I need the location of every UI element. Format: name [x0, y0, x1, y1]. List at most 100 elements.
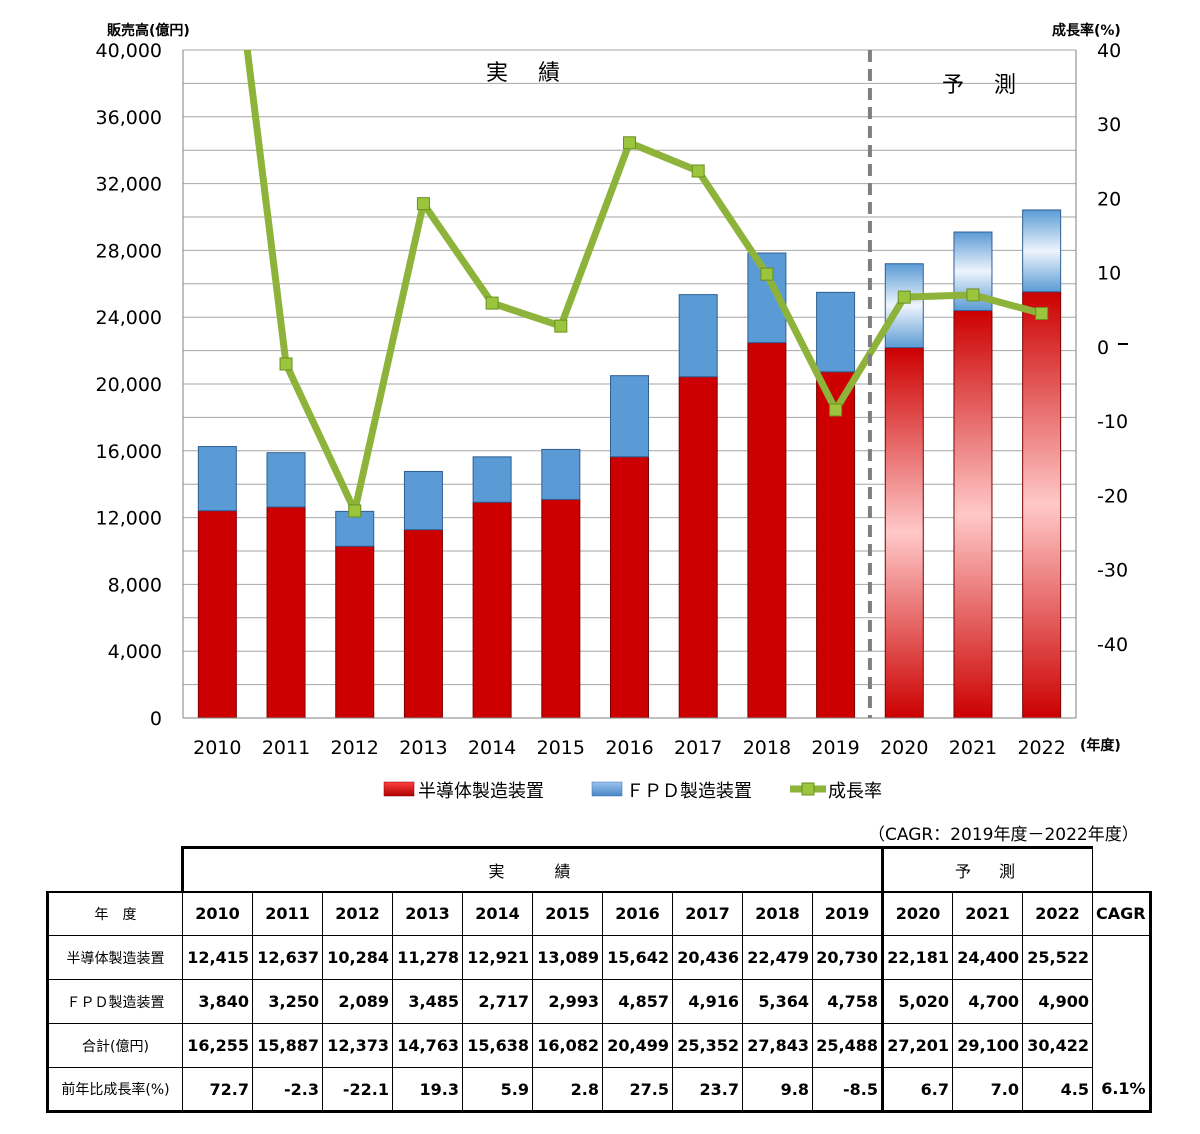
- left-axis-title: 販売高(億円): [107, 22, 190, 39]
- axes: 40,000 36,000 32,000 28,000 24,000 20,000 16,0…: [96, 40, 1129, 759]
- cagr-note: （CAGR：2019年度－2022年度）: [868, 825, 1139, 845]
- table-cell: 27.5: [602, 1067, 673, 1113]
- x-tick-2011: 2011: [262, 737, 310, 759]
- table-cell: 4.5: [1022, 1067, 1093, 1113]
- table-cell: 5,364: [742, 979, 813, 1024]
- table-row-label: 半導体製造装置: [46, 935, 183, 980]
- growth-line: [243, 50, 1049, 518]
- table-cagr-empty: [1092, 935, 1152, 980]
- growth-point-2017: [691, 164, 705, 178]
- table-cagr-value: 6.1%: [1092, 1067, 1152, 1113]
- bar-semiconductor-2014: [472, 501, 512, 719]
- table-cell: 72.7: [182, 1067, 253, 1113]
- table-cell: 12,415: [182, 935, 253, 980]
- growth-point-2021: [966, 288, 980, 302]
- table-cell: 15,642: [602, 935, 673, 980]
- legend: 半導体製造装置 ＦＰＤ製造装置 成長率: [383, 781, 882, 802]
- left-tick-label: 32,000: [96, 174, 162, 196]
- table-cell: 20,436: [672, 935, 743, 980]
- growth-point-2019: [829, 403, 843, 417]
- bar-semiconductor-2019: [816, 371, 856, 719]
- bar-semiconductor-2016: [610, 456, 649, 719]
- bar-semiconductor-2011: [266, 506, 306, 719]
- right-tick-label: -20: [1097, 485, 1128, 507]
- bar-fpd-2011: [266, 452, 306, 508]
- table-cell: 4,916: [672, 979, 743, 1024]
- legend-swatch-semiconductor: [383, 781, 415, 797]
- table-cell: 3,840: [182, 979, 253, 1024]
- bar-fpd-2014: [472, 456, 512, 503]
- table-cell: 2.8: [532, 1067, 603, 1113]
- bar-fpd-2015: [541, 448, 581, 500]
- x-tick-2022: 2022: [1017, 737, 1065, 759]
- growth-point-2015: [554, 319, 568, 333]
- bar-fpd-2013: [403, 470, 443, 531]
- table-cell: 15,638: [462, 1023, 533, 1068]
- bar-semiconductor-2013: [403, 529, 443, 719]
- x-tick-2021: 2021: [949, 737, 997, 759]
- table-cell: 24,400: [952, 935, 1023, 980]
- table-year-2012: 2012: [322, 890, 393, 936]
- data-table: 実 績 予 測 年 度 2010 2011 2012 2013 2014 2015 2016…: [46, 846, 1152, 1113]
- table-cell: 19.3: [392, 1067, 463, 1113]
- x-tick-2010: 2010: [193, 737, 241, 759]
- left-tick-label: 28,000: [96, 240, 162, 262]
- table-cell: 25,488: [812, 1023, 883, 1068]
- growth-point-2016: [623, 136, 636, 150]
- table-cell: 7.0: [952, 1067, 1023, 1113]
- period-forecast-label: 予 測: [942, 73, 1020, 98]
- table-row-label: 合計(億円): [46, 1023, 183, 1068]
- bar-semiconductor-2021: [953, 310, 993, 719]
- table-year-header: 年 度: [46, 890, 183, 936]
- table-cell: 15,887: [252, 1023, 323, 1068]
- table-cell: 23.7: [672, 1067, 743, 1113]
- legend-label-fpd: ＦＰＤ製造装置: [626, 781, 752, 802]
- table-year-2014: 2014: [462, 890, 533, 936]
- bar-semiconductor-2012: [335, 545, 375, 719]
- legend-label-growth: 成長率: [828, 781, 882, 802]
- legend-label-semiconductor: 半導体製造装置: [418, 781, 544, 802]
- x-tick-2015: 2015: [537, 737, 585, 759]
- x-tick-2020: 2020: [880, 737, 928, 759]
- table-cell: -8.5: [812, 1067, 883, 1113]
- table-row-label: ＦＰＤ製造装置: [46, 979, 183, 1024]
- table-cell: 6.7: [881, 1067, 953, 1113]
- table-year-2021: 2021: [952, 890, 1023, 936]
- table-cagr-empty: [1092, 979, 1152, 1024]
- table-cell: 2,717: [462, 979, 533, 1024]
- right-tick-label: 30: [1097, 114, 1121, 136]
- table-year-2020: 2020: [881, 890, 953, 936]
- left-tick-label: 8,000: [108, 574, 162, 596]
- period-actual-label: 実 績: [486, 61, 564, 86]
- bar-fpd-2010: [197, 446, 237, 512]
- table-cell: 22,479: [742, 935, 813, 980]
- table-cell: 12,921: [462, 935, 533, 980]
- right-tick-label: 10: [1097, 263, 1121, 285]
- bar-semiconductor-2018: [747, 342, 787, 719]
- table-cell: 12,637: [252, 935, 323, 980]
- left-tick-label: 20,000: [96, 374, 162, 396]
- table-cell: 25,352: [672, 1023, 743, 1068]
- table-cell: -22.1: [322, 1067, 393, 1113]
- table-corner: [48, 848, 183, 892]
- table-cell: 27,843: [742, 1023, 813, 1068]
- table-cell: 4,857: [602, 979, 673, 1024]
- table-year-2015: 2015: [532, 890, 603, 936]
- table-cagr-header: CAGR: [1092, 890, 1152, 936]
- table-cell: 16,082: [532, 1023, 603, 1068]
- right-tick-label: -40: [1097, 634, 1128, 656]
- table-cell: 5,020: [881, 979, 953, 1024]
- table-cell: 13,089: [532, 935, 603, 980]
- growth-point-2011: [279, 357, 293, 371]
- x-tick-2018: 2018: [743, 737, 791, 759]
- legend-swatch-fpd: [591, 781, 623, 797]
- x-tick-2014: 2014: [468, 737, 516, 759]
- table-cell: 4,700: [952, 979, 1023, 1024]
- table-cell: 5.9: [462, 1067, 533, 1113]
- left-tick-label: 0: [150, 708, 162, 730]
- left-tick-label: 16,000: [96, 441, 162, 463]
- table-cell: 22,181: [881, 935, 953, 980]
- bar-semiconductor-2015: [541, 498, 581, 719]
- x-axis-unit: (年度): [1080, 737, 1121, 754]
- right-axis-title: 成長率(%): [1052, 22, 1121, 39]
